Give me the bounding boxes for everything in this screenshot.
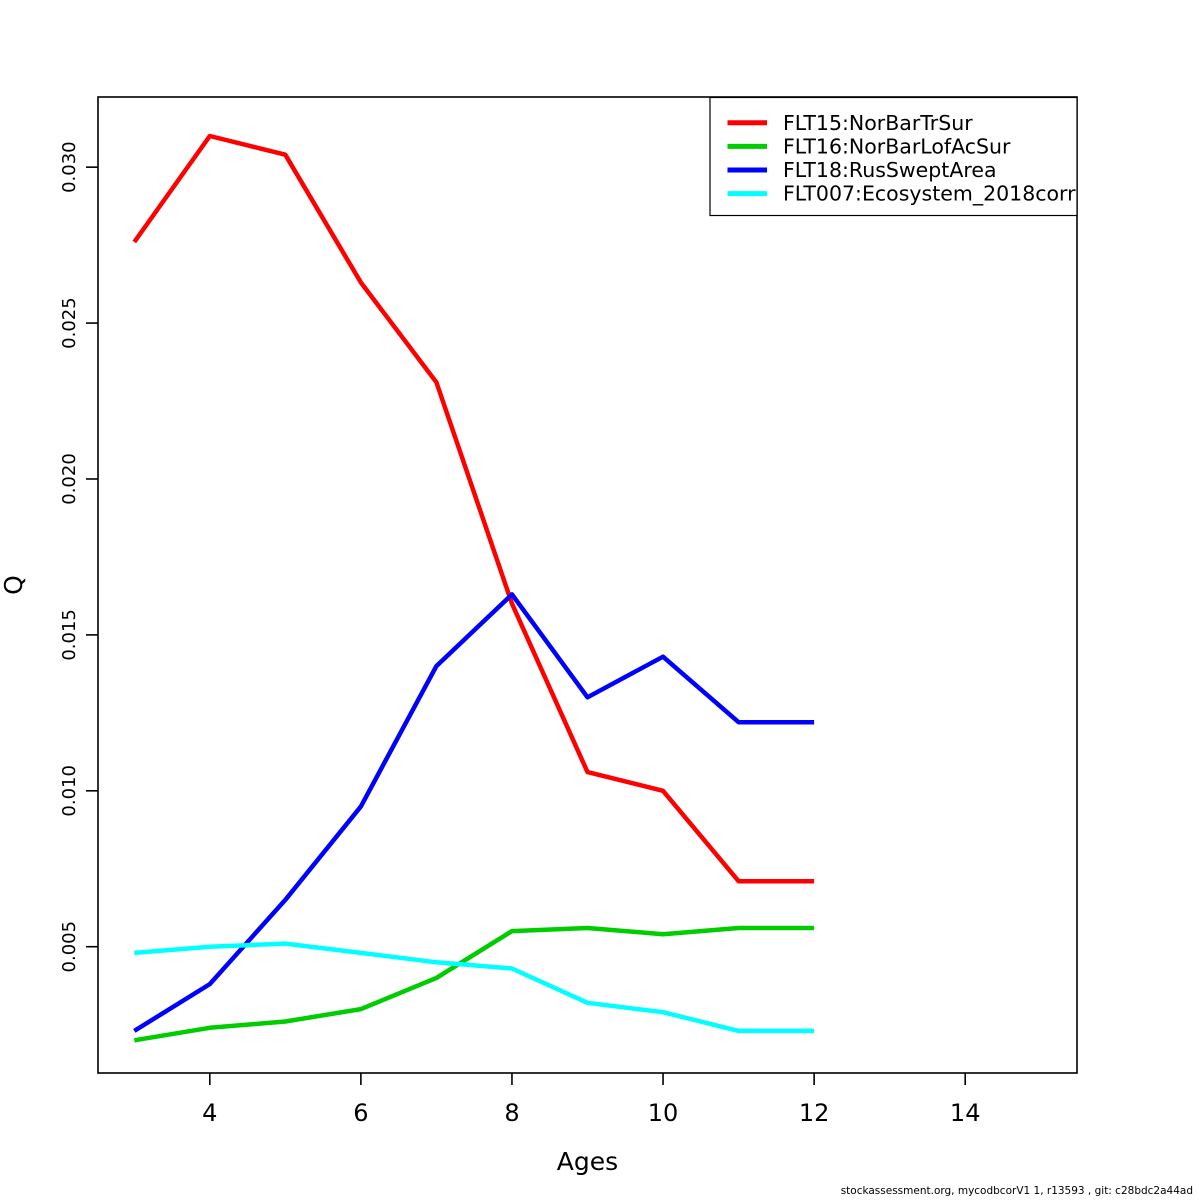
y-axis-tick-label: 0.015 [59, 609, 80, 661]
legend-label: FLT007:Ecosystem_2018corr [783, 182, 1076, 207]
legend-box [709, 96, 1078, 217]
legend-entry: FLT18:RusSweptArea [727, 158, 997, 182]
x-axis-tick-label: 8 [504, 1099, 519, 1127]
series-line-flt15 [132, 133, 815, 884]
legend-label: FLT16:NorBarLofAcSur [783, 134, 1011, 158]
legend-entry: FLT16:NorBarLofAcSur [727, 134, 1011, 158]
series-line-flt16 [133, 925, 815, 1043]
legend-entry: FLT15:NorBarTrSur [727, 111, 973, 135]
legend-entry: FLT007:Ecosystem_2018corr [727, 182, 1076, 207]
series-line-flt18 [133, 592, 815, 1033]
y-axis-label: Q [0, 575, 28, 595]
x-axis-tick-label: 10 [648, 1099, 679, 1127]
x-axis-tick-label: 4 [202, 1099, 217, 1127]
x-axis-tick-label: 12 [799, 1099, 830, 1127]
x-axis-tick-label: 14 [950, 1099, 981, 1127]
legend-label: FLT15:NorBarTrSur [783, 111, 973, 135]
x-axis-tick-label: 6 [353, 1099, 368, 1127]
legend-label: FLT18:RusSweptArea [783, 158, 997, 182]
y-axis-tick-label: 0.030 [59, 141, 80, 193]
footer-text: stockassessment.org, mycodbcorV1 1, r135… [841, 1185, 1193, 1197]
y-axis-tick-label: 0.010 [59, 765, 80, 817]
x-axis-label: Ages [557, 1147, 618, 1176]
series-line-flt007 [134, 941, 815, 1034]
y-axis-tick-label: 0.020 [59, 453, 80, 505]
y-axis-tick-label: 0.005 [59, 921, 80, 973]
y-axis-tick-label: 0.025 [59, 297, 80, 349]
plot-border [97, 96, 1078, 1074]
legend: FLT15:NorBarTrSurFLT16:NorBarLofAcSurFLT… [709, 96, 1078, 217]
